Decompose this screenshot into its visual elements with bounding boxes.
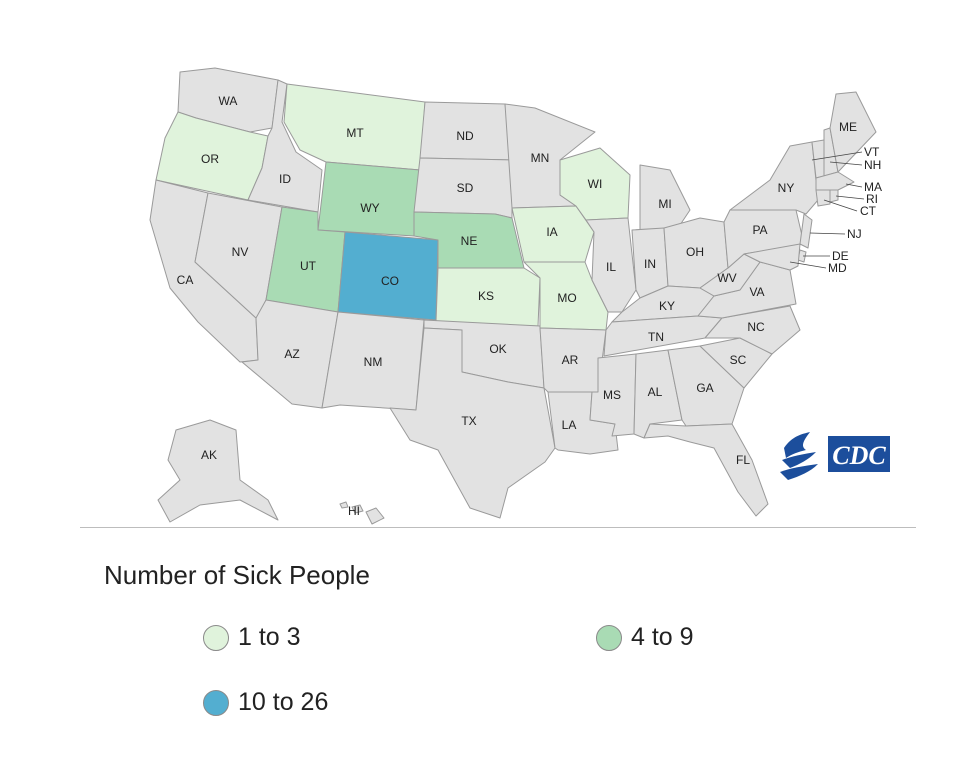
label-tn: TN: [648, 330, 664, 344]
legend-label: 10 to 26: [238, 688, 329, 716]
state-ia: [511, 205, 595, 263]
label-id: ID: [279, 172, 291, 186]
label-ct: CT: [860, 204, 877, 218]
hhs-eagle-icon: [780, 432, 818, 480]
state-nj: [799, 213, 813, 249]
label-nj: NJ: [847, 227, 862, 241]
label-nd: ND: [456, 129, 474, 143]
label-mi: MI: [658, 197, 671, 211]
label-al: AL: [648, 385, 663, 399]
legend-swatch: [203, 624, 229, 651]
label-ia: IA: [546, 225, 557, 239]
label-nh: NH: [864, 158, 881, 172]
label-va: VA: [749, 285, 764, 299]
legend-item-10-to-26: 10 to 26: [203, 688, 328, 717]
state-ri: [829, 189, 839, 203]
us-map: WA OR CA ID NV MT WY UT CO AZ NM ND SD N…: [149, 67, 882, 525]
label-ky: KY: [659, 299, 675, 313]
label-in: IN: [644, 257, 656, 271]
label-sd: SD: [457, 181, 474, 195]
label-co: CO: [381, 274, 399, 288]
state-hi: [339, 501, 385, 525]
legend-swatch: [596, 624, 622, 651]
state-wy: [317, 161, 421, 237]
state-ks: [435, 267, 541, 327]
label-or: OR: [201, 152, 219, 166]
label-hi: HI: [348, 504, 360, 518]
legend-item-1-to-3: 1 to 3: [203, 623, 301, 652]
state-md: [743, 243, 801, 271]
label-pa: PA: [752, 223, 767, 237]
label-wv: WV: [717, 271, 736, 285]
state-mi: [639, 164, 691, 231]
label-nm: NM: [364, 355, 383, 369]
state-nm: [321, 311, 425, 411]
legend-swatch: [203, 689, 229, 716]
legend-item-4-to-9: 4 to 9: [596, 623, 694, 652]
label-ri: RI: [866, 192, 878, 206]
legend-label: 4 to 9: [631, 623, 694, 651]
label-wy: WY: [360, 201, 379, 215]
label-wa: WA: [219, 94, 238, 108]
cdc-logo-box: [828, 436, 890, 472]
legend-title: Number of Sick People: [104, 560, 370, 590]
label-oh: OH: [686, 245, 704, 259]
legend-label: 1 to 3: [238, 623, 301, 651]
state-ma: [815, 171, 855, 191]
label-ms: MS: [603, 388, 621, 402]
state-me: [829, 91, 877, 173]
label-de: DE: [832, 249, 849, 263]
state-ct: [815, 189, 831, 207]
label-ks: KS: [478, 289, 494, 303]
label-ga: GA: [696, 381, 713, 395]
label-az: AZ: [284, 347, 299, 361]
state-ak: [157, 419, 279, 523]
label-ca: CA: [177, 273, 194, 287]
label-mt: MT: [346, 126, 364, 140]
state-fl: [643, 423, 769, 517]
label-tx: TX: [461, 414, 476, 428]
state-labels: WA OR CA ID NV MT WY UT CO AZ NM ND SD N…: [177, 94, 882, 518]
label-il: IL: [606, 260, 616, 274]
label-ma: MA: [864, 180, 882, 194]
label-ak: AK: [201, 448, 217, 462]
state-mo: [523, 261, 609, 331]
label-ar: AR: [562, 353, 579, 367]
state-ny: [729, 141, 819, 215]
label-vt: VT: [864, 145, 880, 159]
state-tx: [389, 327, 556, 519]
label-sc: SC: [730, 353, 747, 367]
state-il: [585, 217, 637, 313]
label-ny: NY: [778, 181, 795, 195]
label-mo: MO: [557, 291, 576, 305]
label-mn: MN: [531, 151, 550, 165]
label-nv: NV: [232, 245, 249, 259]
label-la: LA: [562, 418, 577, 432]
label-wi: WI: [588, 177, 603, 191]
cdc-logo-text: CDC: [832, 441, 886, 470]
label-fl: FL: [736, 453, 750, 467]
label-ut: UT: [300, 259, 317, 273]
label-nc: NC: [747, 320, 765, 334]
label-me: ME: [839, 120, 857, 134]
map-legend-divider: [80, 527, 916, 528]
cdc-logo: CDC: [776, 428, 892, 489]
label-leader-lines: [789, 151, 865, 269]
label-ne: NE: [461, 234, 478, 248]
label-ok: OK: [489, 342, 506, 356]
label-md: MD: [828, 261, 847, 275]
